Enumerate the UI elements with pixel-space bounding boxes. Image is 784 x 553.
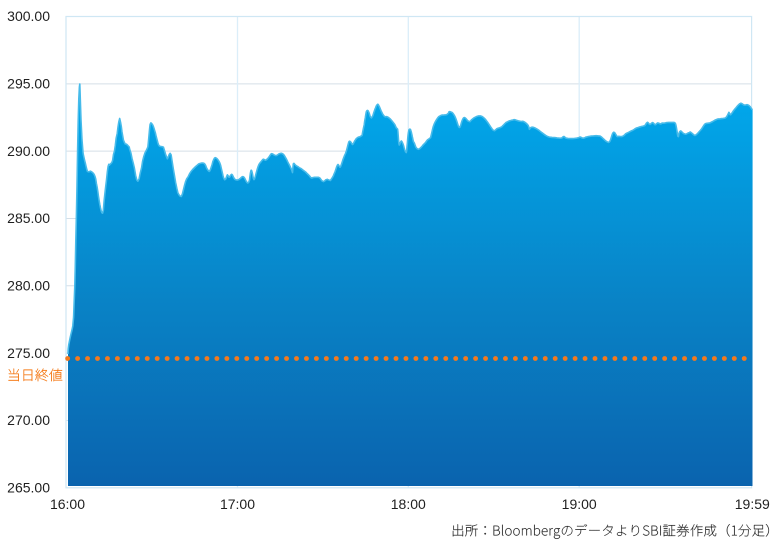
- svg-text:275.00: 275.00: [7, 345, 50, 361]
- svg-text:265.00: 265.00: [7, 480, 50, 496]
- svg-text:19:00: 19:00: [562, 496, 597, 512]
- svg-text:270.00: 270.00: [7, 412, 50, 428]
- svg-text:295.00: 295.00: [7, 76, 50, 92]
- svg-text:19:59: 19:59: [735, 496, 770, 512]
- svg-text:300.00: 300.00: [7, 8, 50, 24]
- svg-text:290.00: 290.00: [7, 143, 50, 159]
- svg-text:280.00: 280.00: [7, 278, 50, 294]
- svg-text:16:00: 16:00: [50, 496, 85, 512]
- svg-text:18:00: 18:00: [391, 496, 426, 512]
- svg-text:17:00: 17:00: [220, 496, 255, 512]
- svg-text:285.00: 285.00: [7, 210, 50, 226]
